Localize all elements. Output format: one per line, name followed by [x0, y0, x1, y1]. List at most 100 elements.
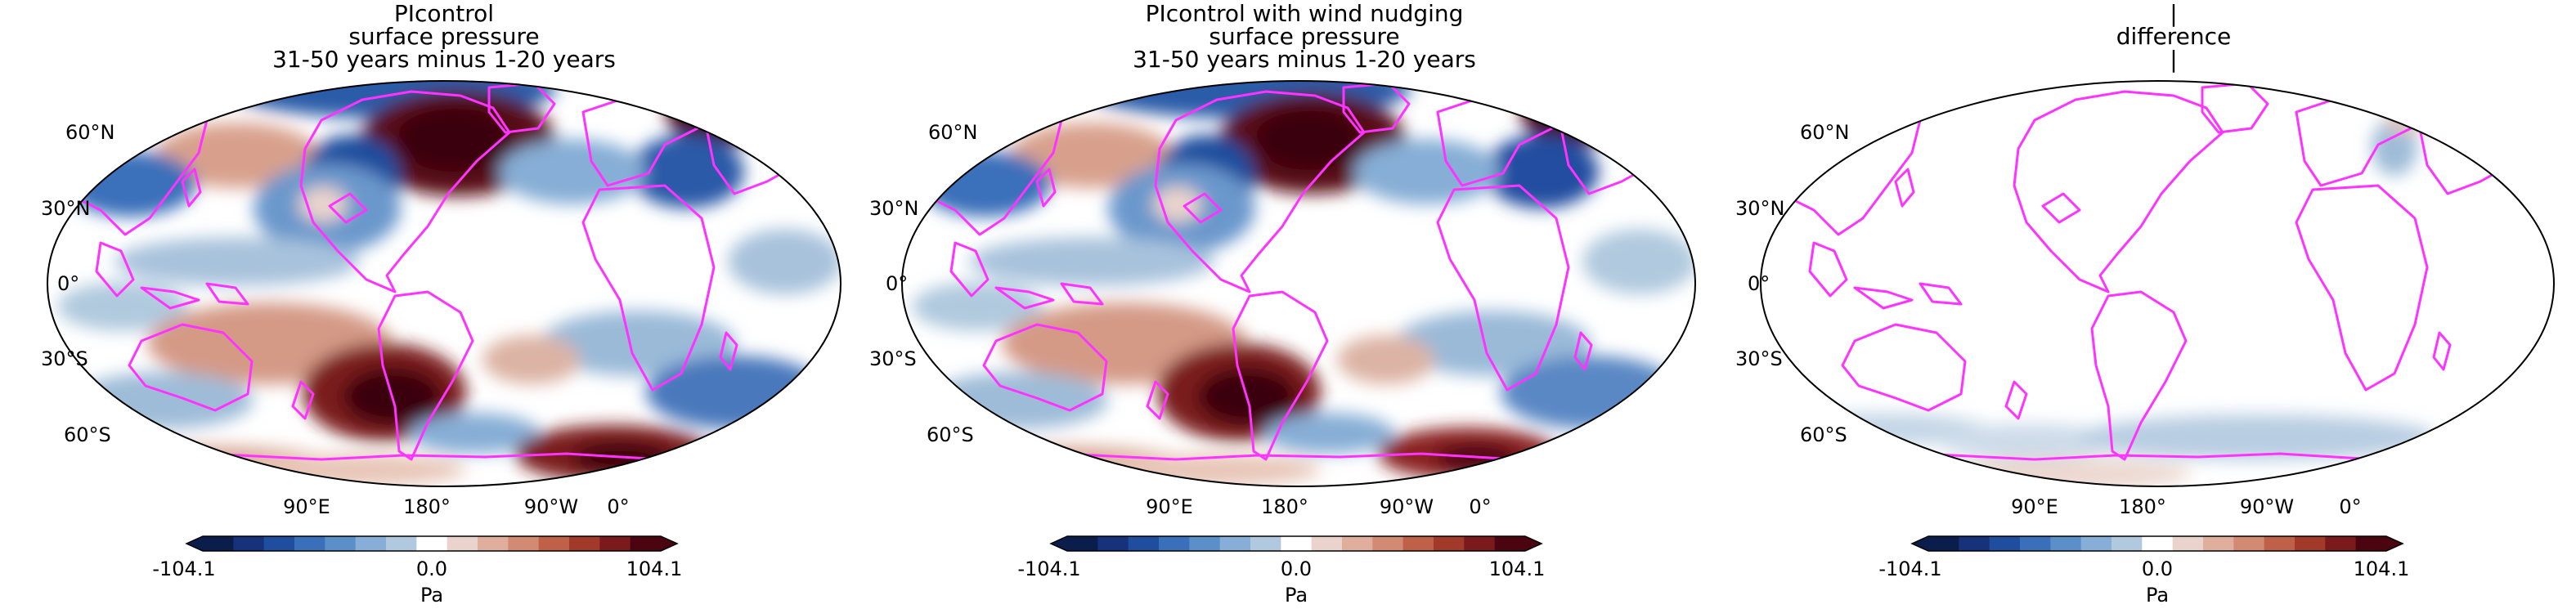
colorbar-extend-min	[1912, 536, 1928, 551]
colorbar-outline	[1049, 535, 1543, 552]
panel-title-line-3: 31-50 years minus 1-20 years	[1133, 46, 1476, 73]
lon-label-0: 0°	[2339, 495, 2361, 518]
colorbar-segment	[1342, 536, 1373, 551]
colorbar-segment	[1402, 536, 1434, 551]
colorbar-segment	[263, 536, 295, 551]
map-field	[47, 81, 841, 486]
lat-label-30s: 30°S	[1735, 347, 1783, 370]
panel-title-line-2: surface pressure	[348, 23, 539, 50]
colorbar-segment	[2264, 536, 2296, 551]
colorbar-segment	[203, 536, 234, 551]
colorbar-segment	[2233, 536, 2265, 551]
colorbar-max-label: 104.1	[2354, 558, 2410, 580]
colorbar-outline	[185, 535, 679, 552]
lon-label-90w: 90°W	[524, 495, 578, 518]
lat-label-60n: 60°N	[928, 121, 978, 144]
colorbar-min-label: -104.1	[152, 558, 215, 580]
lat-label-30s: 30°S	[41, 347, 88, 370]
lon-label-90e: 90°E	[1146, 495, 1193, 518]
lon-label-90e: 90°E	[283, 495, 330, 518]
colorbar-max-label: 104.1	[626, 558, 683, 580]
lon-label-90e: 90°E	[2011, 495, 2058, 518]
colorbar-mid-label: 0.0	[2142, 558, 2173, 580]
lat-label-60s: 60°S	[1800, 423, 1847, 446]
panel-title-line-1: |	[2170, 0, 2177, 27]
lon-label-90w: 90°W	[1380, 495, 1434, 518]
colorbar-segment	[1989, 536, 2021, 551]
lon-label-180: 180°	[1261, 495, 1308, 518]
colorbar-segment	[2355, 536, 2387, 551]
colorbar-max-label: 104.1	[1489, 558, 1546, 580]
colorbar-unit-label: Pa	[420, 584, 443, 607]
colorbar-segment	[599, 536, 631, 551]
lon-label-0: 0°	[1469, 495, 1491, 518]
colorbar-segment	[2050, 536, 2082, 551]
colorbar-mid-label: 0.0	[416, 558, 447, 580]
colorbar-segment	[1494, 536, 1526, 551]
colorbar-segment	[2172, 536, 2204, 551]
lat-label-0: 0°	[1748, 272, 1770, 295]
colorbar-segment	[630, 536, 662, 551]
lat-label-30n: 30°N	[1735, 197, 1785, 220]
colorbar-segment	[1311, 536, 1343, 551]
colorbar-segment	[1928, 536, 1959, 551]
colorbar-segment	[1464, 536, 1496, 551]
colorbar-segment	[2325, 536, 2357, 551]
colorbar-segment	[2203, 536, 2234, 551]
colorbar-segment	[1281, 536, 1313, 551]
lat-label-60s: 60°S	[927, 423, 974, 446]
lat-label-60n: 60°N	[65, 121, 115, 144]
colorbar-segment	[447, 536, 478, 551]
lat-label-0: 0°	[57, 272, 79, 295]
colorbar-extend-max	[1525, 536, 1542, 551]
colorbar-extend-min	[1051, 536, 1067, 551]
lon-label-180: 180°	[2119, 495, 2166, 518]
colorbar-extend-max	[661, 536, 677, 551]
colorbar-segment	[569, 536, 600, 551]
colorbar-min-label: -104.1	[1878, 558, 1941, 580]
map-outline	[47, 80, 841, 487]
panel-title-line-3: 31-50 years minus 1-20 years	[272, 46, 616, 73]
colorbar	[1049, 535, 1543, 552]
lat-label-60s: 60°S	[64, 423, 111, 446]
colorbar-segment	[386, 536, 417, 551]
panel-1: PIcontrol surface pressure 31-50 years m…	[41, 0, 841, 607]
colorbar-segment	[2112, 536, 2143, 551]
colorbar-segment	[538, 536, 570, 551]
colorbar-segment	[2080, 536, 2112, 551]
colorbar-segment	[1159, 536, 1190, 551]
lon-label-180: 180°	[403, 495, 451, 518]
colorbar-segment	[478, 536, 509, 551]
panel-title-line-2: surface pressure	[1209, 23, 1399, 50]
panel-title-line-1: PIcontrol with wind nudging	[1146, 0, 1464, 27]
colorbar-segment	[1189, 536, 1221, 551]
colorbar-segment	[325, 536, 357, 551]
colorbar-segment	[1959, 536, 1990, 551]
map-outline	[901, 80, 1696, 487]
colorbar-extend-max	[2386, 536, 2403, 551]
map-outline	[1760, 80, 2555, 487]
colorbar-segment	[1097, 536, 1129, 551]
colorbar-outline	[1910, 535, 2404, 552]
panel-2: PIcontrol with wind nudging surface pres…	[869, 0, 1696, 607]
colorbar-segment	[294, 536, 325, 551]
lat-label-30n: 30°N	[41, 197, 91, 220]
lon-label-90w: 90°W	[2240, 495, 2294, 518]
colorbar-min-label: -104.1	[1017, 558, 1080, 580]
colorbar-segment	[1067, 536, 1098, 551]
colorbar-segment	[233, 536, 265, 551]
panel-3: | difference | 60°N 30°N 0° 30°S 60°S 90…	[1735, 0, 2555, 607]
lon-label-0: 0°	[607, 495, 629, 518]
lat-label-30n: 30°N	[869, 197, 919, 220]
colorbar-segment	[1128, 536, 1160, 551]
colorbar-segment	[1372, 536, 1404, 551]
colorbar-segment	[1434, 536, 1465, 551]
colorbar-segment	[416, 536, 448, 551]
colorbar-unit-label: Pa	[1285, 584, 1308, 607]
colorbar	[1910, 535, 2404, 552]
colorbar-segment	[508, 536, 540, 551]
colorbar-mid-label: 0.0	[1281, 558, 1312, 580]
colorbar-unit-label: Pa	[2146, 584, 2169, 607]
panel-title-line-3: |	[2170, 46, 2177, 73]
lat-label-0: 0°	[886, 272, 908, 295]
